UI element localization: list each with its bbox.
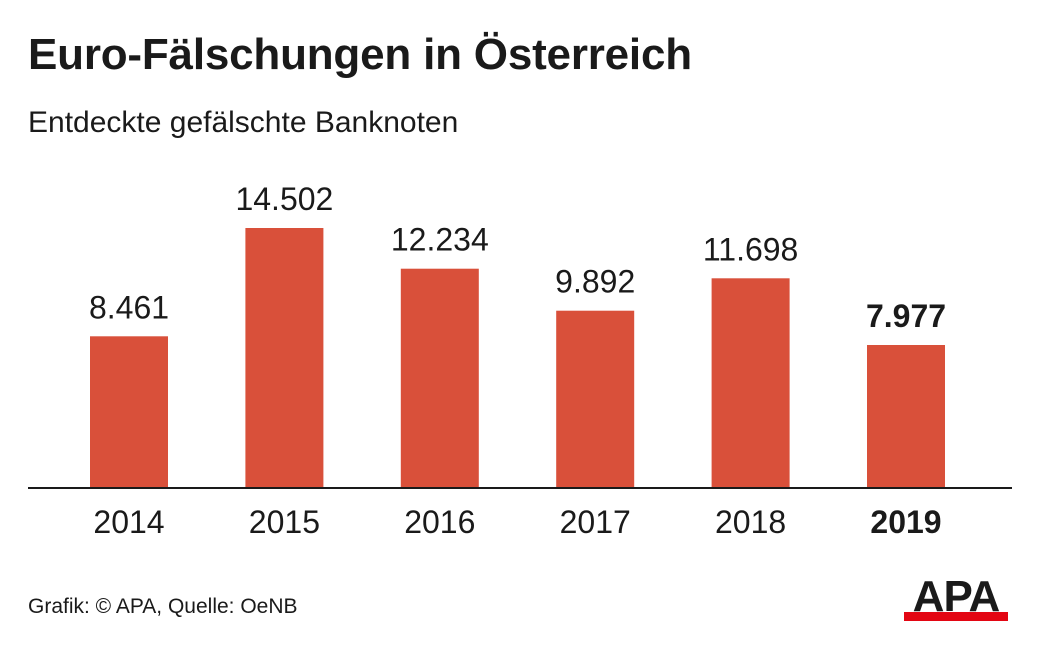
bar-2018 [711,278,790,488]
bar-2015 [245,228,324,488]
apa-logo-bar [904,612,1008,621]
value-label-2014: 8.461 [89,289,169,325]
x-tick-label-2016: 2016 [404,504,475,540]
bar-2016 [400,268,479,488]
x-tick-label-2014: 2014 [93,504,164,540]
value-label-2018: 11.698 [703,231,799,267]
value-label-2019: 7.977 [866,298,946,334]
bar-2019 [867,345,945,488]
value-labels-group: 8.461 14.502 12.234 9.892 11.698 7.977 [89,181,946,334]
value-label-2015: 14.502 [235,181,333,217]
source-credit: Grafik: © APA, Quelle: OeNB [28,595,298,618]
bar-2014 [90,336,168,488]
x-tick-label-2019: 2019 [870,504,941,540]
chart-subtitle: Entdeckte gefälschte Banknoten [28,106,459,139]
value-label-2016: 12.234 [391,222,489,258]
bars-group [90,228,945,488]
chart-title: Euro-Fälschungen in Österreich [28,30,692,79]
x-tick-label-2015: 2015 [249,504,320,540]
value-label-2017: 9.892 [555,264,635,300]
x-tick-label-2018: 2018 [715,504,786,540]
apa-logo: APA [904,575,1008,621]
x-tick-label-2017: 2017 [560,504,631,540]
x-tick-labels-group: 2014 2015 2016 2017 2018 2019 [93,504,941,540]
bar-2017 [556,310,635,488]
